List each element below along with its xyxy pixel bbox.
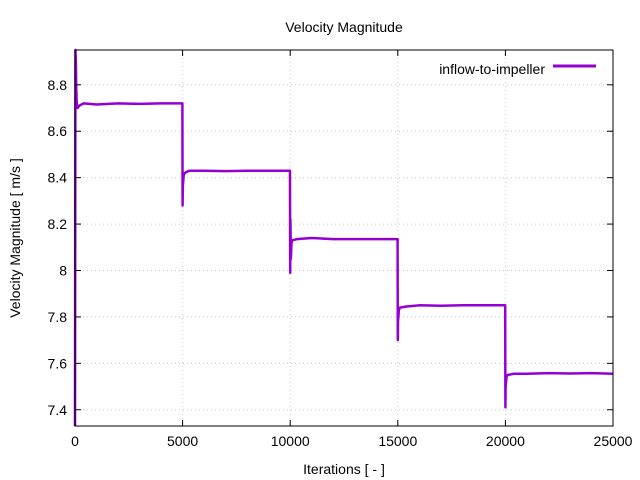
x-tick-label: 5000 [167, 433, 198, 449]
x-tick-label: 25000 [594, 433, 633, 449]
y-tick-label: 8.8 [48, 77, 68, 93]
y-tick-label: 8 [59, 262, 67, 278]
tick-labels: 0 5000 10000 15000 20000 25000 7.4 7.6 7.8 8 8.2 8.… [48, 77, 633, 449]
y-tick-label: 8.6 [48, 123, 68, 139]
series-layer [73, 48, 614, 427]
legend-label: inflow-to-impeller [439, 61, 545, 77]
chart-title: Velocity Magnitude [285, 19, 403, 35]
x-tick-label: 10000 [271, 433, 310, 449]
y-tick-label: 7.6 [48, 355, 68, 371]
x-axis-label: Iterations [ - ] [303, 461, 385, 477]
axis-ticks [74, 50, 614, 426]
series-line [73, 48, 614, 427]
plot-frame [74, 49, 614, 427]
y-tick-label: 7.8 [48, 309, 68, 325]
y-axis-label: Velocity Magnitude [ m/s ] [7, 158, 23, 318]
y-tick-label: 7.4 [48, 402, 68, 418]
x-tick-label: 15000 [378, 433, 417, 449]
legend: inflow-to-impeller [439, 61, 596, 77]
x-tick-label: 20000 [486, 433, 525, 449]
y-tick-label: 8.4 [48, 170, 68, 186]
y-tick-label: 8.2 [48, 216, 68, 232]
x-tick-label: 0 [71, 433, 79, 449]
